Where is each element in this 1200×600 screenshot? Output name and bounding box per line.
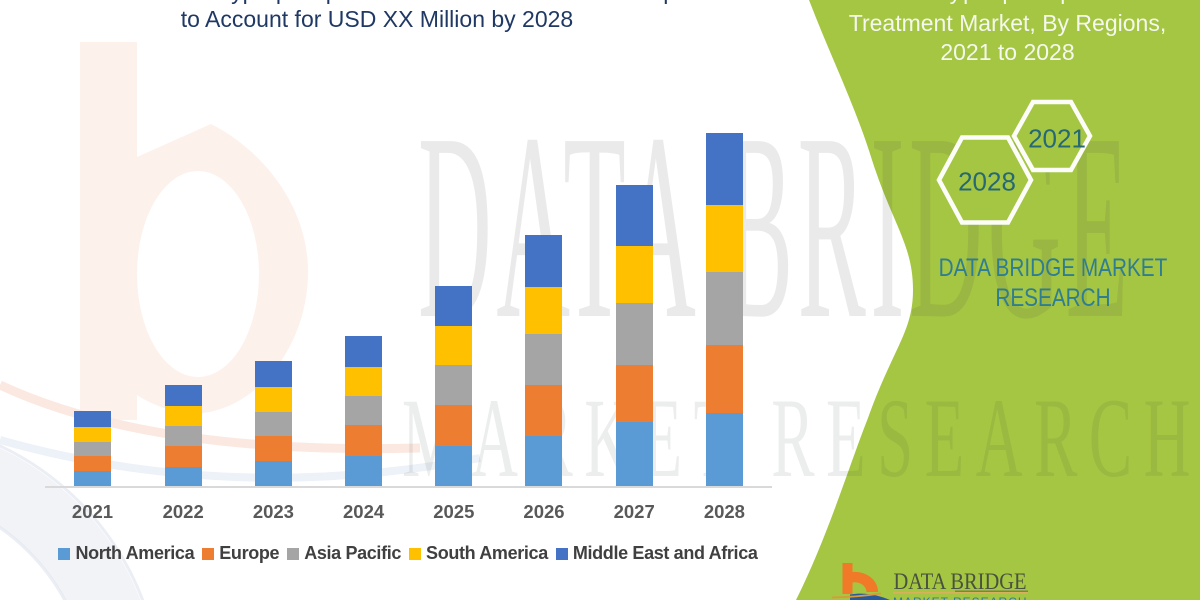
svg-text:MARKET RESEARCH: MARKET RESEARCH [893,595,1028,600]
svg-text:DATA BRIDGE: DATA BRIDGE [894,569,1027,594]
svg-text:2028: 2028 [958,167,1016,197]
svg-text:2021: 2021 [1028,124,1086,154]
